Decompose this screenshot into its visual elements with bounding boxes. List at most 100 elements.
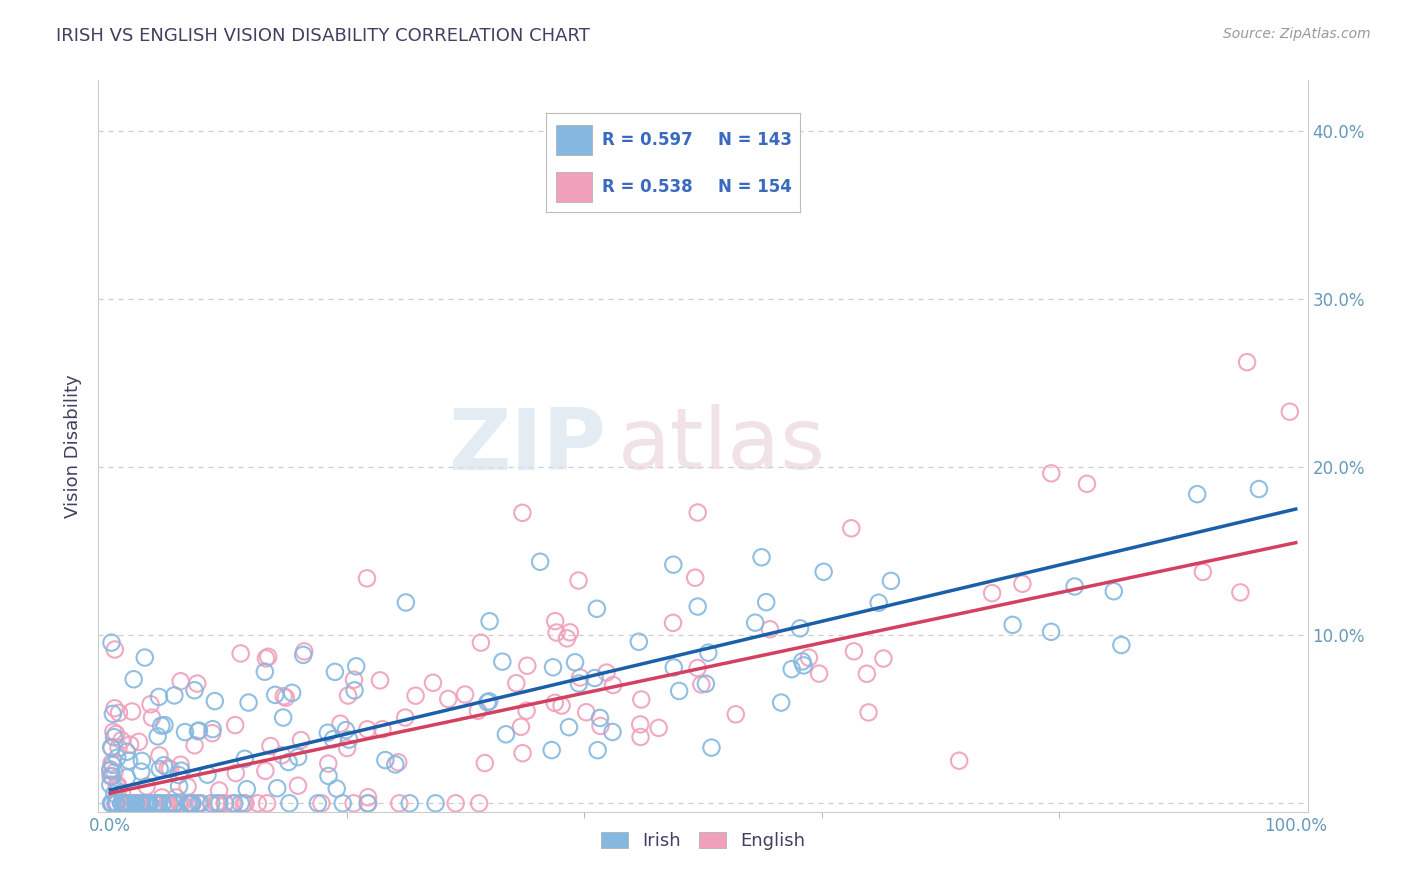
Point bbox=[662, 660, 685, 674]
Point bbox=[114, 797, 136, 811]
Point bbox=[690, 677, 713, 691]
Point bbox=[235, 797, 257, 811]
Point bbox=[1001, 618, 1024, 632]
Point bbox=[322, 732, 344, 747]
Point bbox=[755, 595, 778, 609]
Point bbox=[695, 677, 717, 691]
Point bbox=[567, 574, 589, 588]
Point bbox=[395, 595, 418, 609]
Point bbox=[589, 711, 612, 725]
Point bbox=[558, 625, 581, 640]
Point bbox=[344, 659, 367, 673]
Point bbox=[125, 797, 148, 811]
Point bbox=[125, 797, 148, 811]
Point bbox=[208, 797, 231, 811]
Point bbox=[180, 797, 202, 811]
Point bbox=[112, 797, 135, 811]
Point bbox=[150, 718, 173, 732]
Point bbox=[266, 781, 288, 796]
Point bbox=[337, 689, 360, 703]
Point bbox=[134, 797, 156, 811]
Point bbox=[108, 780, 131, 795]
Point bbox=[103, 765, 125, 780]
Point bbox=[1040, 467, 1063, 481]
Point bbox=[529, 555, 551, 569]
Point bbox=[187, 724, 209, 739]
Point bbox=[232, 797, 254, 811]
Point bbox=[467, 704, 489, 718]
Point bbox=[516, 658, 538, 673]
Point bbox=[105, 797, 128, 811]
Point bbox=[697, 646, 720, 660]
Point bbox=[114, 796, 136, 810]
Point bbox=[100, 756, 122, 770]
Text: atlas: atlas bbox=[619, 404, 827, 488]
Point bbox=[200, 797, 222, 811]
Point bbox=[290, 733, 312, 747]
Point bbox=[1236, 355, 1258, 369]
Point bbox=[135, 779, 157, 793]
Point bbox=[491, 655, 513, 669]
Point bbox=[103, 787, 125, 801]
Point bbox=[478, 694, 501, 708]
Point bbox=[98, 778, 121, 792]
Point bbox=[134, 650, 156, 665]
Point bbox=[425, 797, 447, 811]
Point bbox=[104, 797, 127, 811]
Point bbox=[186, 676, 208, 690]
Point bbox=[236, 782, 259, 797]
Point bbox=[136, 797, 159, 811]
Point bbox=[183, 683, 205, 698]
Point bbox=[627, 634, 650, 648]
Point bbox=[512, 746, 534, 760]
Point bbox=[100, 797, 122, 811]
Point bbox=[495, 727, 517, 741]
Point bbox=[156, 762, 179, 776]
Point bbox=[271, 748, 294, 763]
Point bbox=[316, 725, 339, 739]
Point bbox=[478, 615, 501, 629]
Point bbox=[177, 797, 200, 811]
Point bbox=[700, 740, 723, 755]
Point bbox=[229, 647, 252, 661]
Point bbox=[103, 730, 125, 744]
Point bbox=[628, 717, 651, 731]
Point bbox=[163, 689, 186, 703]
Point bbox=[343, 797, 366, 811]
Point bbox=[474, 756, 496, 770]
Point bbox=[117, 797, 139, 811]
Point bbox=[662, 615, 685, 630]
Point bbox=[856, 666, 879, 681]
Point bbox=[668, 684, 690, 698]
Point bbox=[163, 797, 186, 811]
Point bbox=[101, 797, 124, 811]
Point bbox=[131, 754, 153, 768]
Point bbox=[214, 797, 236, 811]
Point bbox=[177, 797, 200, 811]
Point bbox=[159, 797, 181, 811]
Point bbox=[145, 797, 167, 811]
Point bbox=[128, 735, 150, 749]
Point bbox=[271, 710, 294, 724]
Point bbox=[724, 707, 747, 722]
Point bbox=[169, 797, 191, 811]
Point bbox=[100, 740, 122, 755]
Point bbox=[105, 727, 128, 741]
Point bbox=[437, 692, 460, 706]
Point bbox=[157, 797, 180, 811]
Point bbox=[454, 688, 477, 702]
Point bbox=[259, 739, 281, 753]
Point bbox=[180, 797, 202, 811]
Point bbox=[1076, 476, 1098, 491]
Point bbox=[221, 797, 243, 811]
Point bbox=[470, 635, 492, 649]
Point bbox=[589, 719, 612, 733]
Point bbox=[368, 673, 391, 688]
Point bbox=[125, 797, 148, 811]
Point bbox=[274, 690, 297, 705]
Point bbox=[948, 754, 970, 768]
Point bbox=[858, 706, 880, 720]
Point bbox=[1278, 405, 1301, 419]
Point bbox=[238, 696, 260, 710]
Point bbox=[174, 725, 197, 739]
